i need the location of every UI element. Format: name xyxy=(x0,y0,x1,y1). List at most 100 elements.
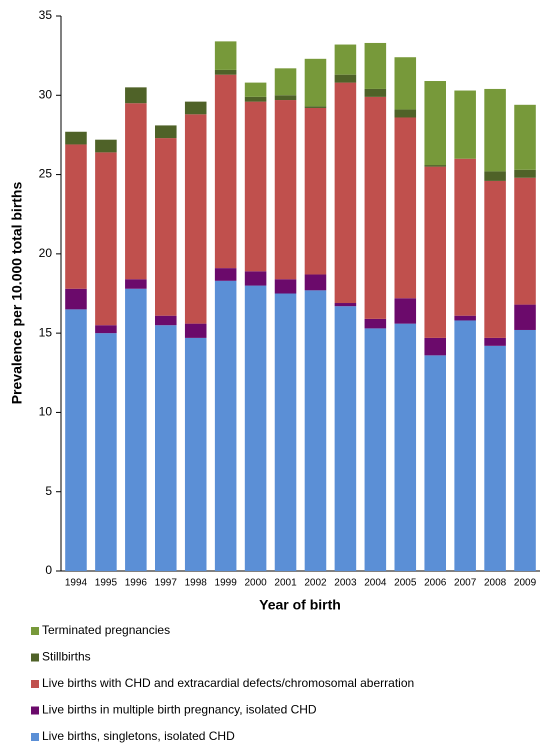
bar-segment xyxy=(514,177,536,305)
bar-segment xyxy=(424,81,446,166)
bar-segment xyxy=(454,315,476,321)
legend-swatch xyxy=(31,733,39,741)
bar-segment xyxy=(184,337,207,571)
bar-segment xyxy=(364,96,387,319)
bar-segment xyxy=(334,82,357,304)
bar-segment xyxy=(424,165,446,167)
bar-segment xyxy=(394,117,417,299)
bar-segment xyxy=(65,309,87,571)
y-tick-label: 5 xyxy=(45,484,52,498)
bar-segment xyxy=(304,274,327,291)
bar-segment xyxy=(274,95,297,101)
bar-segment xyxy=(95,333,117,571)
bar-segment xyxy=(394,57,417,110)
x-tick-label: 2001 xyxy=(274,578,297,589)
bar-segment xyxy=(155,138,177,316)
x-tick-label: 2005 xyxy=(394,578,417,589)
x-tick-label: 2000 xyxy=(244,578,267,589)
x-tick-label: 1998 xyxy=(185,578,208,589)
bar-segment xyxy=(65,131,87,145)
bar-segment xyxy=(155,325,177,571)
bar-segment xyxy=(394,323,417,571)
y-tick-label: 30 xyxy=(39,87,53,101)
legend-swatch xyxy=(31,627,39,635)
bar-segment xyxy=(304,58,327,107)
bar-segment xyxy=(334,303,357,307)
bar-segment xyxy=(514,329,536,571)
bar-segment xyxy=(484,337,506,346)
bar-segment xyxy=(364,88,387,97)
bar-segment xyxy=(424,166,446,338)
bar-segment xyxy=(334,44,357,75)
x-tick-label: 1999 xyxy=(215,578,238,589)
bar-segment xyxy=(214,41,237,70)
legend-swatch xyxy=(31,653,39,662)
bar-segment xyxy=(484,345,506,571)
legend-swatch xyxy=(31,680,39,688)
bar-segment xyxy=(364,328,387,571)
bar-segment xyxy=(274,100,297,280)
bar-segment xyxy=(394,109,417,118)
legend-label: Live births with CHD and extracardial de… xyxy=(42,676,414,690)
bar-segment xyxy=(214,268,237,281)
bar-segment xyxy=(454,158,476,316)
bar-segment xyxy=(424,355,446,571)
bar-segment xyxy=(334,74,357,83)
bar-segment xyxy=(304,290,327,571)
bar-segment xyxy=(125,87,147,104)
bar-segment xyxy=(514,104,536,170)
bar-segment xyxy=(95,139,117,153)
x-axis-label: Year of birth xyxy=(259,597,341,613)
bar-segment xyxy=(514,304,536,330)
bar-segment xyxy=(244,271,267,286)
legend-label: Stillbirths xyxy=(42,650,91,664)
bar-segment xyxy=(304,106,327,108)
x-tick-label: 2002 xyxy=(304,578,327,589)
bar-segment xyxy=(125,103,147,280)
legend-swatch xyxy=(31,706,39,715)
bar-segment xyxy=(214,74,237,269)
bar-segment xyxy=(214,69,237,75)
x-tick-label: 2007 xyxy=(454,578,477,589)
bar-segment xyxy=(214,280,237,571)
x-tick-label: 2004 xyxy=(364,578,387,589)
y-tick-label: 35 xyxy=(39,8,53,22)
bar-segment xyxy=(125,288,147,571)
bar-segment xyxy=(155,315,177,326)
y-tick-label: 25 xyxy=(39,167,53,181)
x-tick-label: 2006 xyxy=(424,578,447,589)
bar-segment xyxy=(484,171,506,181)
x-tick-label: 2003 xyxy=(334,578,357,589)
bar-segment xyxy=(244,101,267,272)
x-tick-label: 1996 xyxy=(125,578,148,589)
bar-segment xyxy=(274,293,297,571)
bar-segment xyxy=(274,279,297,294)
bar-segment xyxy=(244,82,267,97)
legend-label: Terminated pregnancies xyxy=(42,623,170,637)
y-axis-label: Prevalence per 10.000 total births xyxy=(9,182,25,405)
bar-segment xyxy=(304,107,327,275)
bar-segment xyxy=(514,169,536,178)
bar-segment xyxy=(454,90,476,159)
bar-segment xyxy=(484,88,506,172)
bar-segment xyxy=(95,152,117,326)
bar-segment xyxy=(184,114,207,324)
x-tick-label: 2009 xyxy=(514,578,537,589)
x-tick-label: 1997 xyxy=(155,578,178,589)
bar-segment xyxy=(454,320,476,571)
x-tick-label: 2008 xyxy=(484,578,507,589)
bar-segment xyxy=(274,68,297,96)
y-tick-label: 15 xyxy=(39,325,53,339)
bar-segment xyxy=(184,323,207,338)
bar-segment xyxy=(155,125,177,139)
bar-segment xyxy=(244,285,267,571)
bar-segment xyxy=(484,180,506,338)
bar-segment xyxy=(95,325,117,334)
bar-segment xyxy=(65,288,87,310)
legend-label: Live births in multiple birth pregnancy,… xyxy=(42,703,317,717)
bar-segment xyxy=(184,101,207,115)
x-tick-label: 1995 xyxy=(95,578,118,589)
bar-segment xyxy=(364,318,387,329)
bar-segment xyxy=(394,298,417,324)
